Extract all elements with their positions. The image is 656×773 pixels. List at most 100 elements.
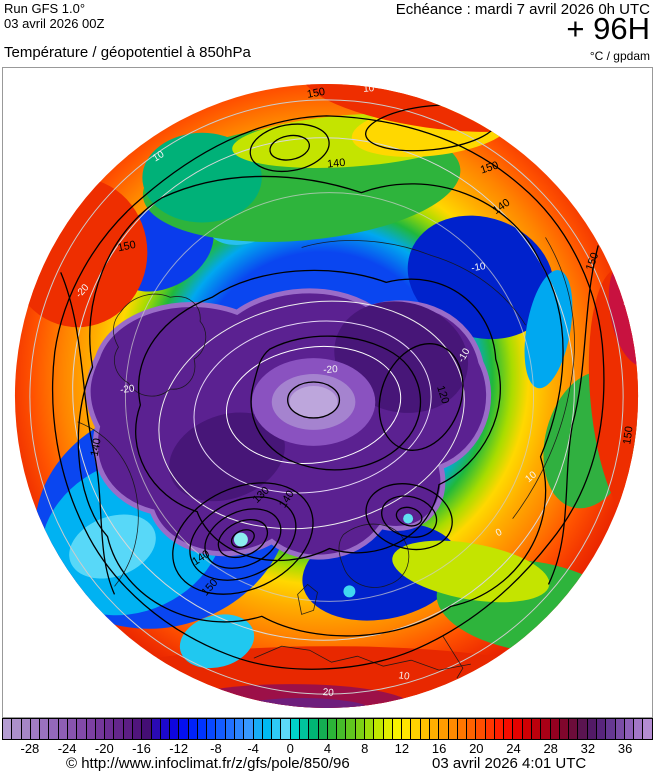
colorbar-cell (216, 719, 226, 739)
contour-line (172, 482, 314, 595)
variable-title: Température / géopotentiel à 850hPa (4, 44, 251, 61)
temp-label: -10 (470, 261, 487, 274)
colorbar-tick-label: -16 (132, 741, 151, 756)
colorbar-cell (429, 719, 440, 739)
contour-line (189, 496, 297, 581)
colorbar-tick-label: 12 (394, 741, 410, 756)
colorbar-cell (30, 719, 41, 739)
colorbar-cell (86, 719, 96, 739)
temp-contour (124, 192, 535, 602)
colorbar-cell (179, 719, 189, 739)
colorbar-cell (244, 719, 254, 739)
contour-line (250, 335, 422, 471)
colorbar-cell (151, 719, 161, 739)
temp-contour (72, 137, 575, 641)
colorbar-cell (114, 719, 124, 739)
coastline (77, 421, 139, 587)
fill-region (403, 513, 414, 524)
copyright-url: © http://www.infoclimat.fr/z/gfs/pole/85… (66, 755, 350, 772)
colorbar-cell (615, 719, 625, 739)
fill-region (179, 614, 255, 669)
temp-label: 20 (27, 249, 42, 265)
colorbar-cell (504, 719, 514, 739)
colorbar-cell (513, 719, 523, 739)
colorbar-cell (346, 719, 356, 739)
colorbar-cell (383, 719, 393, 739)
colorbar-cell (253, 719, 263, 739)
coastline (301, 240, 526, 326)
fill-region (343, 585, 356, 598)
colorbar-cell (364, 719, 375, 739)
colorbar-cell (142, 719, 152, 739)
colorbar-cell (105, 719, 115, 739)
fill-region (69, 514, 156, 579)
colorbar-cell (262, 719, 273, 739)
contour-line (77, 175, 564, 637)
colorbar-tick-label: 32 (580, 741, 596, 756)
colorbar-tick-label: 0 (286, 741, 294, 756)
contour-line (378, 343, 464, 451)
coastline (297, 583, 318, 615)
contour-line (51, 115, 605, 670)
colorbar-cell (300, 719, 310, 739)
colorbar (2, 718, 653, 740)
forecast-valid-time: Echéance : mardi 7 avril 2026 0h UTC (395, 1, 650, 18)
coastline (442, 636, 464, 679)
colorbar-cell (402, 719, 412, 739)
contour-line (217, 519, 269, 559)
contour-label: 150 (117, 239, 137, 255)
colorbar-tick-label: 16 (431, 741, 447, 756)
colorbar-cell (643, 719, 652, 739)
colorbar-cell (541, 719, 551, 739)
contour-line (287, 381, 341, 419)
colorbar-cell (77, 719, 87, 739)
coastline-layer (77, 237, 575, 679)
colorbar-cell (448, 719, 458, 739)
contour-label: 150 (584, 251, 602, 272)
colorbar-cell (40, 719, 50, 739)
colorbar-cell (457, 719, 468, 739)
colorbar-cell (411, 719, 421, 739)
colorbar-tick-label: 4 (323, 741, 332, 756)
coastline (253, 645, 471, 671)
run-date: 03 avril 2026 00Z (4, 16, 105, 31)
colorbar-cell (290, 719, 300, 739)
colorbar-tick-label: 8 (361, 741, 369, 756)
contour-line (60, 272, 116, 595)
colorbar-cell (439, 719, 449, 739)
colorbar-tick-label: 24 (506, 741, 521, 756)
colorbar-cell (485, 719, 495, 739)
colorbar-cell (578, 719, 588, 739)
colorbar-cell (355, 719, 365, 739)
colorbar-tick-label: -24 (57, 741, 77, 756)
colorbar-cell (235, 719, 245, 739)
colorbar-cell (207, 719, 217, 739)
colorbar-cell (318, 719, 328, 739)
temp-contour (29, 99, 624, 695)
coastline (512, 237, 575, 519)
polar-map-svg: 150 150 150 150 150 150 150 140 140 140 … (14, 83, 639, 709)
contour-line (269, 134, 311, 161)
colorbar-cell (67, 719, 78, 739)
contour-label: 120 (434, 384, 451, 405)
generation-timestamp: 03 avril 2026 4:01 UTC (432, 755, 587, 772)
colorbar-tick-label: -12 (169, 741, 189, 756)
temp-label: 10 (363, 83, 375, 95)
map-frame: 150 150 150 150 150 150 150 140 140 140 … (2, 67, 653, 718)
colorbar-cell (532, 719, 542, 739)
colorbar-cell (337, 719, 347, 739)
contour-line (230, 529, 255, 549)
contour-line (547, 245, 599, 585)
contour-line (381, 495, 438, 538)
contour-label: 150 (479, 159, 500, 176)
contour-label: 140 (89, 437, 104, 457)
colorbar-cell (327, 719, 338, 739)
colorbar-ticks: -28 -24 -20 -16 -12 -8 -4 0 4 8 12 16 20 24 28 32 36 (0, 741, 656, 756)
colorbar-cell (58, 719, 68, 739)
temp-label: -20 (323, 364, 339, 376)
colorbar-cell (21, 719, 31, 739)
contour-line (395, 506, 423, 527)
colorbar-tick-label: -4 (247, 741, 259, 756)
temp-label: -20 (120, 383, 136, 396)
